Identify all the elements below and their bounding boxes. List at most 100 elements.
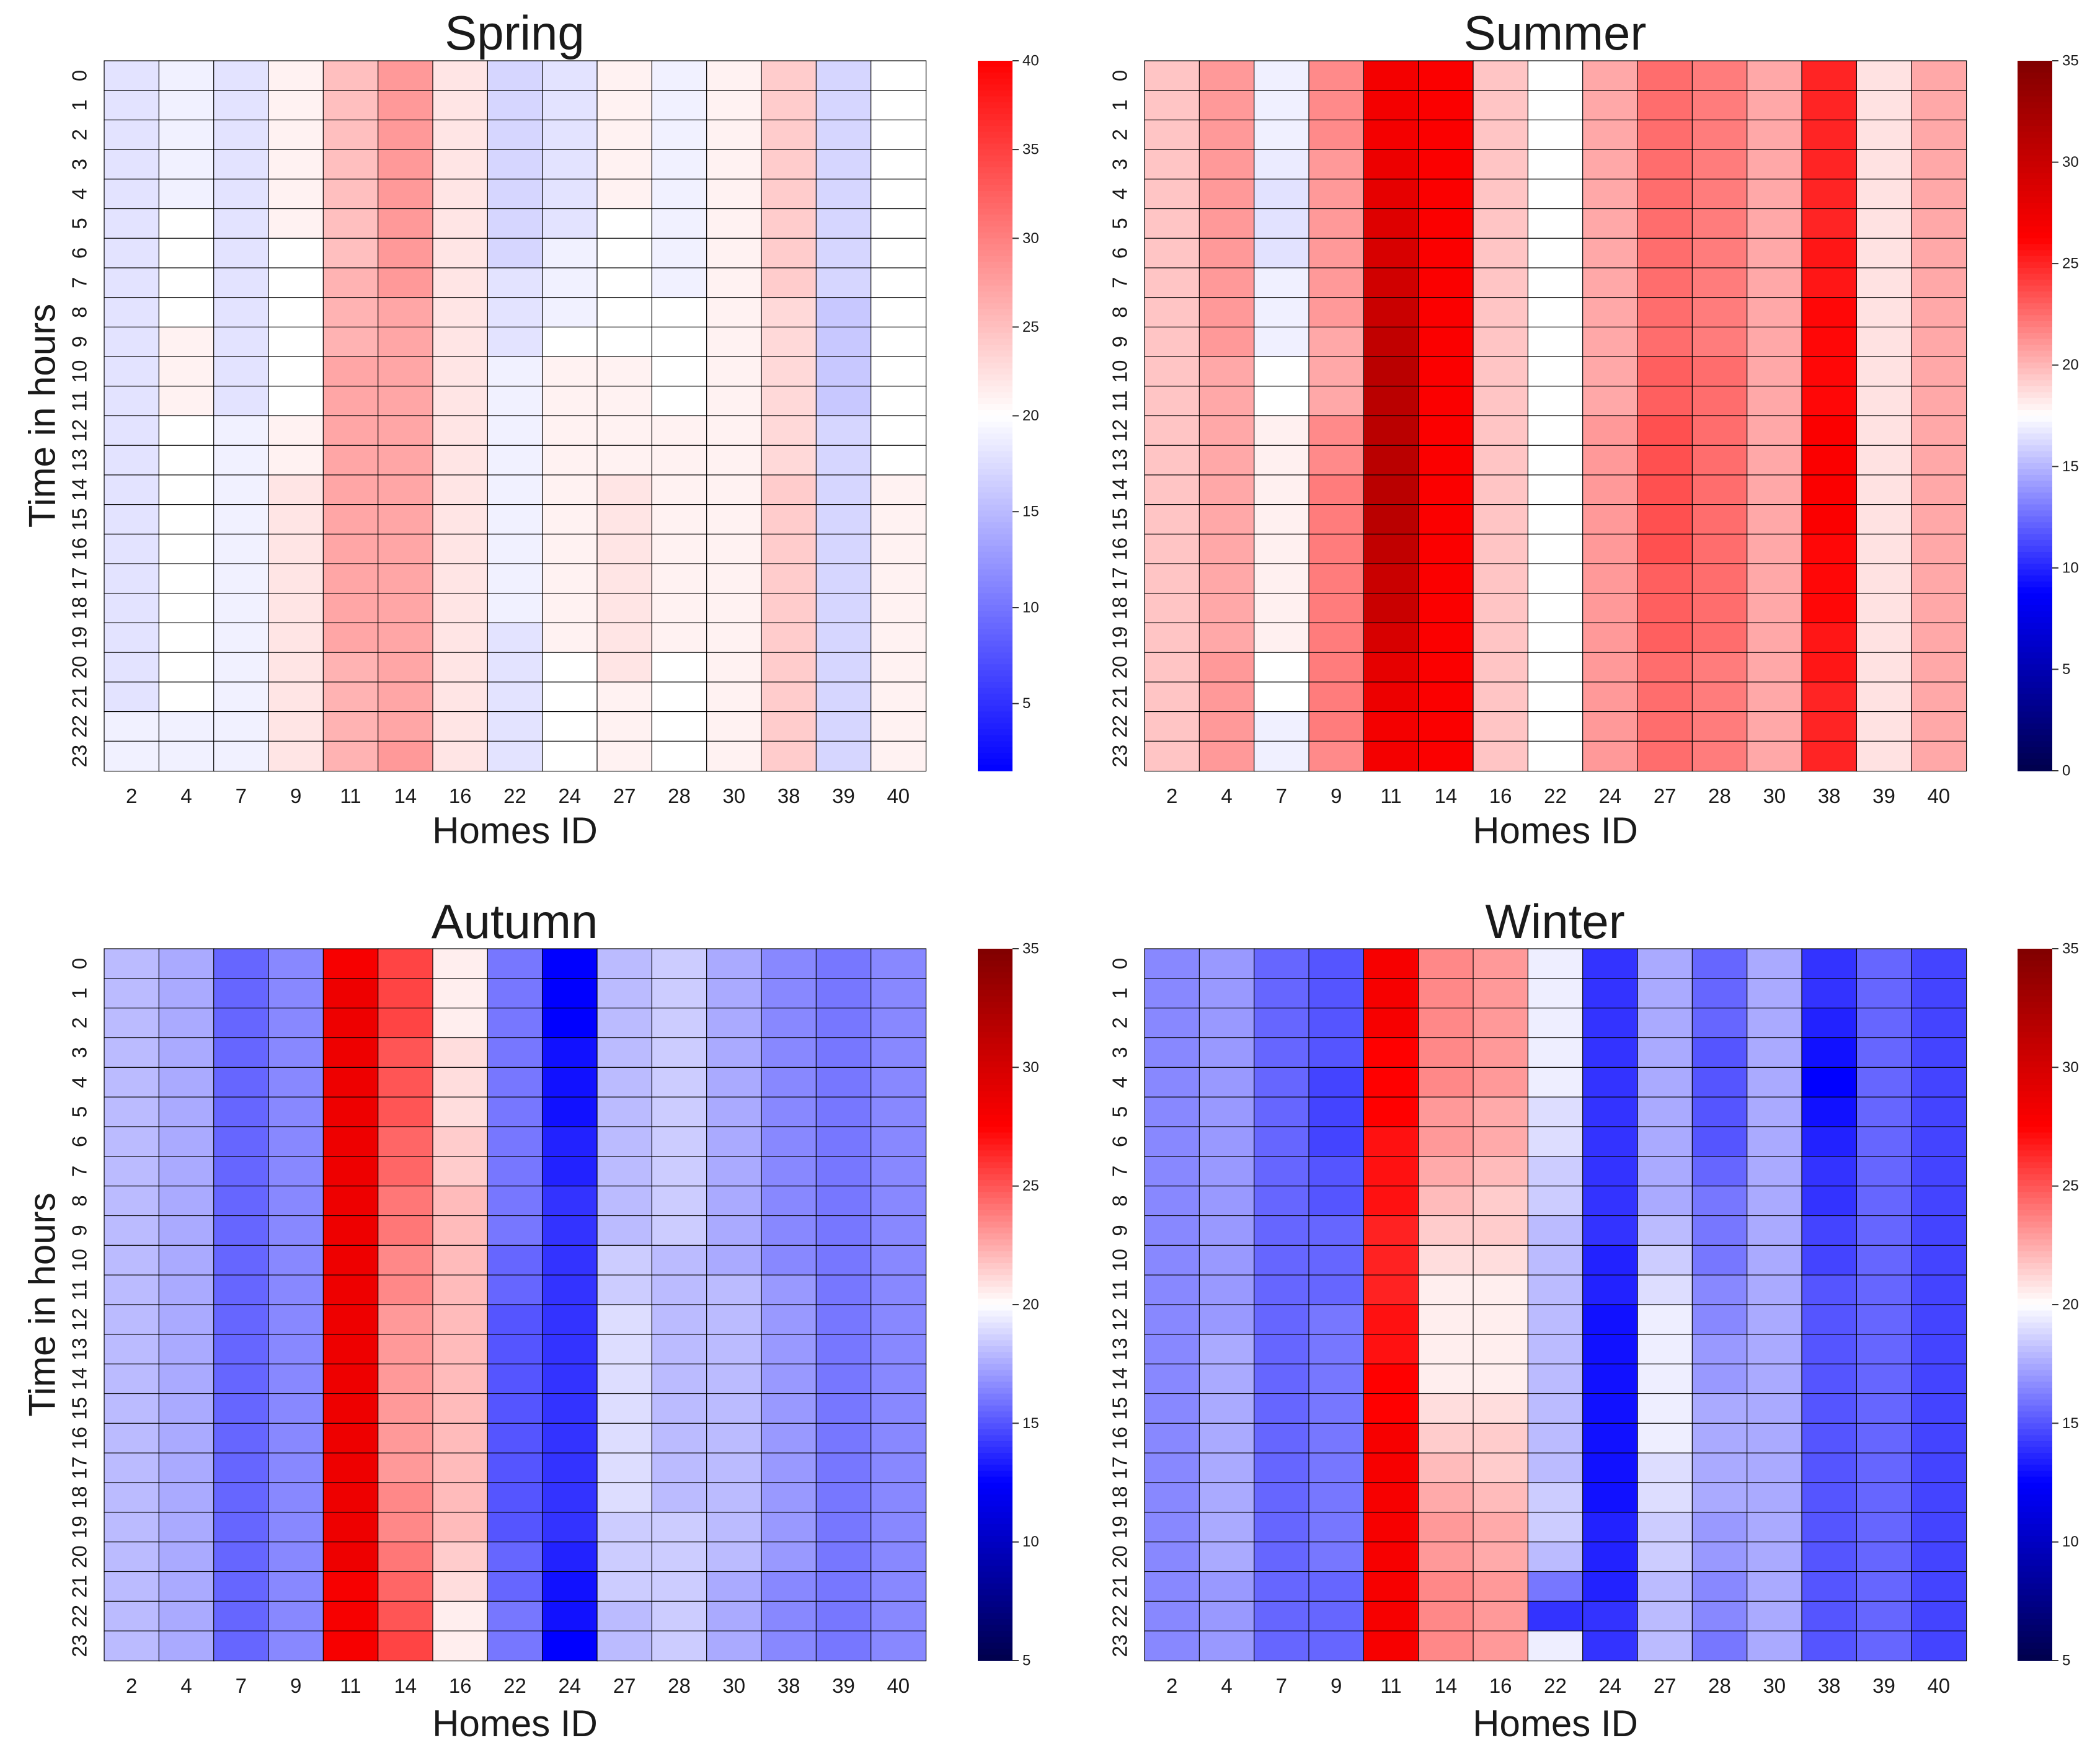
heatmap-cell [651, 237, 707, 269]
heatmap-cell [1473, 948, 1529, 980]
heatmap-cell [1801, 179, 1858, 210]
heatmap-cell [268, 149, 324, 180]
heatmap-cell [706, 622, 763, 654]
heatmap-cell [1582, 90, 1639, 121]
colorbar-segment [978, 1453, 1012, 1460]
heatmap-cell [815, 652, 872, 683]
colorbar-segment [2018, 73, 2052, 79]
heatmap-cell [1144, 533, 1200, 565]
colorbar-segment [978, 226, 1012, 233]
heatmap-cell [1747, 1008, 1803, 1039]
colorbar-segment [2018, 1358, 2052, 1365]
heatmap-cell [487, 474, 543, 505]
heatmap-cell [158, 563, 215, 594]
heatmap-cell [268, 1096, 324, 1128]
heatmap-cell [158, 1393, 215, 1424]
heatmap-cell [1418, 740, 1474, 772]
heatmap-cell [651, 1096, 707, 1128]
colorbar-segment [2018, 1465, 2052, 1471]
heatmap-cell [1637, 504, 1693, 535]
heatmap-cell [1254, 149, 1310, 180]
heatmap-cell [1747, 474, 1803, 505]
colorbar-segment [2018, 409, 2052, 417]
heatmap-cell [596, 1542, 653, 1573]
heatmap-cell [1691, 356, 1748, 387]
colorbar-segment [2018, 528, 2052, 535]
heatmap-cell [1418, 1364, 1474, 1395]
x-tick-label: 16 [449, 784, 472, 807]
heatmap-cell [1691, 593, 1748, 624]
heatmap-cell [1691, 622, 1748, 654]
heatmap-cell [1801, 652, 1858, 683]
heatmap-cell [1308, 1393, 1365, 1424]
heatmap-cell [322, 1037, 379, 1068]
colorbar-segment [978, 1156, 1012, 1163]
heatmap-cell [432, 90, 489, 121]
heatmap-cell [1254, 593, 1310, 624]
colorbar-segment [2018, 374, 2052, 381]
heatmap-cell [104, 1096, 160, 1128]
heatmap-cell [1473, 119, 1529, 151]
colorbar-segment [2018, 362, 2052, 369]
heatmap-cell [542, 1571, 598, 1602]
colorbar-segment [978, 1536, 1012, 1543]
colorbar-segment [978, 1079, 1012, 1086]
heatmap-cell [815, 1393, 872, 1424]
colorbar-segment [978, 1393, 1012, 1400]
x-tick-label: 27 [613, 1674, 636, 1697]
heatmap-cell [1308, 504, 1365, 535]
colorbar-segment [978, 1435, 1012, 1442]
heatmap-cell [1418, 179, 1474, 210]
heatmap-cell [1801, 386, 1858, 417]
heatmap-cell [815, 445, 872, 476]
heatmap-cell [815, 1334, 872, 1365]
heatmap-cell [432, 1096, 489, 1128]
colorbar-segment [2018, 161, 2052, 168]
heatmap-cell [268, 1630, 324, 1662]
heatmap-cell [1691, 948, 1748, 980]
x-tick-label: 24 [1598, 784, 1621, 807]
colorbar-segment [978, 409, 1012, 417]
colorbar-tick-label: 5 [1022, 695, 1030, 712]
heatmap-cell [761, 1600, 817, 1632]
heatmap-cell [322, 1067, 379, 1098]
y-tick-label: 13 [68, 449, 91, 472]
heatmap-cell [378, 1274, 434, 1306]
heatmap-cell [1308, 297, 1365, 328]
colorbar-segment [978, 238, 1012, 245]
colorbar-segment [2018, 386, 2052, 393]
heatmap-cell [213, 1571, 270, 1602]
colorbar-segment [2018, 1132, 2052, 1139]
heatmap-cell [322, 297, 379, 328]
heatmap-cell [1747, 297, 1803, 328]
heatmap-cell [378, 60, 434, 91]
colorbar-segment [978, 670, 1012, 677]
heatmap-cell [158, 119, 215, 151]
heatmap-cell [815, 326, 872, 358]
heatmap-cell [761, 948, 817, 980]
heatmap-cell [1363, 1482, 1419, 1514]
x-tick-label: 2 [126, 784, 137, 807]
heatmap-cell [1254, 445, 1310, 476]
colorbar-segment [978, 90, 1012, 97]
heatmap-cell [1582, 60, 1639, 91]
colorbar-segment [2018, 1595, 2052, 1602]
heatmap-cell [1911, 149, 1967, 180]
heatmap-cell [104, 90, 160, 121]
heatmap-cell [268, 119, 324, 151]
heatmap-cell [1473, 1630, 1529, 1662]
heatmap-cell [158, 1215, 215, 1246]
y-tick-label: 4 [68, 1076, 91, 1088]
heatmap-cell [1198, 681, 1255, 712]
heatmap-cell [378, 1304, 434, 1336]
heatmap-cell [1418, 1008, 1474, 1039]
heatmap-cell [1363, 948, 1419, 980]
heatmap-cell [432, 386, 489, 417]
heatmap-cell [1473, 978, 1529, 1009]
colorbar-segment [2018, 1340, 2052, 1347]
heatmap-cell [378, 563, 434, 594]
heatmap-cell [542, 711, 598, 742]
heatmap-cell [1363, 681, 1419, 712]
heatmap-cell [104, 415, 160, 446]
x-tick-label: 7 [1276, 784, 1287, 807]
